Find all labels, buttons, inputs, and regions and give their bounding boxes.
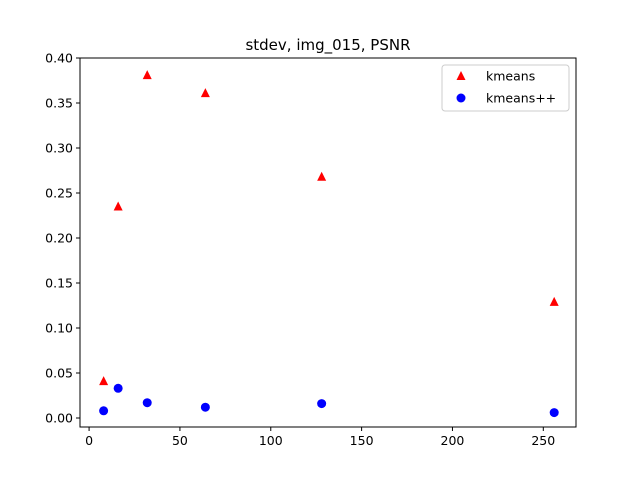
kmeans-point xyxy=(99,376,109,386)
y-tick-label: 0.35 xyxy=(45,96,73,111)
kmeans-point xyxy=(142,70,152,80)
chart-title: stdev, img_015, PSNR xyxy=(245,36,410,55)
y-tick-label: 0.05 xyxy=(45,366,73,381)
kmeansplusplus-point xyxy=(317,399,327,409)
y-tick-label: 0.20 xyxy=(45,231,73,246)
kmeansplusplus-point xyxy=(142,398,152,408)
y-tick-label: 0.40 xyxy=(45,51,73,66)
kmeansplusplus-point xyxy=(113,383,123,393)
x-tick-label: 50 xyxy=(172,433,188,448)
kmeansplusplus-point xyxy=(200,402,210,412)
y-tick-label: 0.10 xyxy=(45,321,73,336)
kmeans-point xyxy=(317,171,327,181)
legend-kmeans-marker xyxy=(456,71,466,80)
y-tick-label: 0.15 xyxy=(45,276,73,291)
kmeansplusplus-point xyxy=(99,406,109,416)
plot-frame xyxy=(79,57,577,428)
kmeans-point xyxy=(113,201,123,211)
legend-kmeansplusplus-label: kmeans++ xyxy=(486,91,556,106)
data-points xyxy=(99,70,559,418)
legend-kmeans-label: kmeans xyxy=(486,69,535,84)
x-tick-label: 250 xyxy=(531,433,555,448)
y-tick-label: 0.30 xyxy=(45,141,73,156)
x-tick-label: 150 xyxy=(350,433,374,448)
legend-kmeansplusplus-marker xyxy=(456,93,466,103)
kmeansplusplus-point xyxy=(549,408,559,418)
y-tick-label: 0.00 xyxy=(45,411,73,426)
y-tick-label: 0.25 xyxy=(45,186,73,201)
x-tick-label: 100 xyxy=(259,433,283,448)
axis-ticks: 0 50 100 150 200 250 0.00 0.05 0.10 0.15 0.20 0.25 0… xyxy=(45,51,555,449)
x-tick-label: 200 xyxy=(441,433,465,448)
kmeans-point xyxy=(549,296,559,306)
legend: kmeans kmeans++ xyxy=(441,64,570,112)
kmeans-point xyxy=(200,88,210,98)
legend-box xyxy=(441,64,570,112)
x-tick-label: 0 xyxy=(85,433,93,448)
